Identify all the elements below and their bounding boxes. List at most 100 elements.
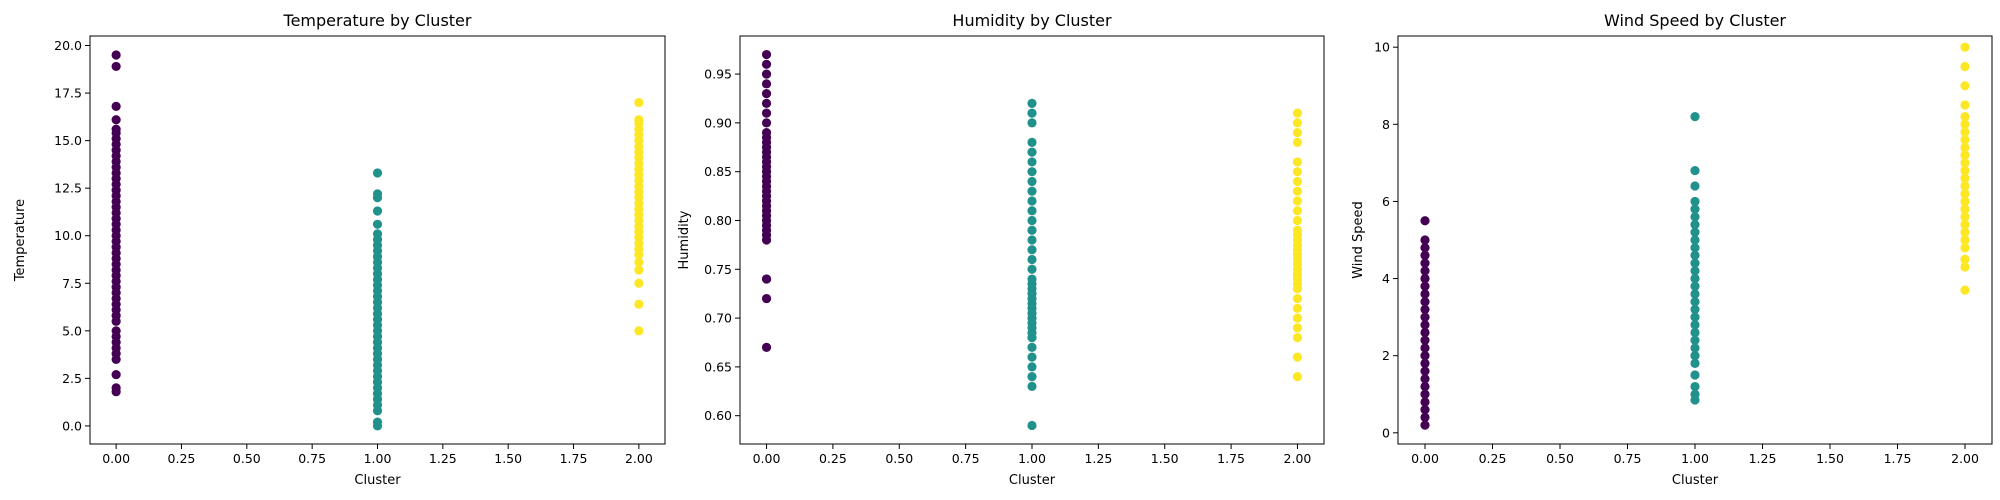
data-point [111, 383, 121, 393]
data-point [1027, 245, 1037, 255]
x-tick-label: 0.50 [885, 451, 913, 466]
x-tick-label: 1.25 [429, 451, 457, 466]
data-point [372, 219, 383, 229]
data-point [1690, 297, 1700, 307]
data-point [1420, 235, 1430, 245]
data-point [1420, 343, 1430, 353]
y-axis-label: Wind Speed [1351, 201, 1366, 279]
data-point [1690, 111, 1700, 122]
data-point [1027, 264, 1037, 274]
x-tick-label: 1.00 [1681, 451, 1709, 466]
data-point [1960, 111, 1970, 122]
x-tick-label: 0.50 [1546, 451, 1574, 466]
data-point [1420, 366, 1430, 376]
data-point [634, 97, 644, 108]
data-point [761, 98, 772, 108]
data-point [1292, 333, 1303, 343]
data-point [1420, 412, 1430, 422]
chart-panel-temperature: Temperature by Cluster Cluster Temperatu… [13, 11, 666, 488]
data-point [1690, 212, 1700, 222]
data-point [1027, 147, 1037, 157]
data-point [1690, 165, 1700, 176]
data-point [1960, 150, 1970, 160]
data-point [634, 326, 644, 336]
x-tick-label: 0.25 [168, 451, 196, 466]
x-tick-label: 1.00 [364, 451, 392, 466]
data-point [1420, 266, 1430, 276]
y-tick-label: 0.60 [704, 408, 732, 423]
data-point [1420, 320, 1430, 330]
y-tick-label: 0.65 [704, 359, 732, 374]
data-point [1960, 262, 1970, 272]
x-tick-label: 1.75 [1884, 451, 1912, 466]
data-point [372, 189, 383, 199]
data-point [1292, 215, 1303, 226]
data-point [634, 299, 644, 309]
data-point [1027, 176, 1037, 187]
data-point [634, 265, 644, 275]
data-point [1027, 215, 1037, 226]
y-tick-label: 12.5 [54, 181, 82, 196]
data-point [1420, 335, 1430, 345]
data-point [1027, 352, 1037, 362]
data-point [1960, 219, 1970, 230]
data-point [1420, 250, 1430, 261]
y-tick-label: 6 [1382, 194, 1390, 209]
data-point [1690, 258, 1700, 268]
data-point [634, 257, 644, 267]
data-point [1292, 206, 1303, 216]
y-tick-label: 10 [1374, 40, 1390, 55]
x-tick-label: 0.75 [298, 451, 326, 466]
y-axis-label: Temperature [13, 199, 28, 282]
x-tick-label: 2.00 [1284, 451, 1312, 466]
data-point [1960, 204, 1970, 214]
data-point [1420, 351, 1430, 361]
data-point [1960, 235, 1970, 245]
x-axis-label: Cluster [354, 473, 401, 488]
data-point [1292, 352, 1303, 362]
data-point [1292, 313, 1303, 323]
data-point [1420, 289, 1430, 299]
y-axis-label: Humidity [677, 210, 692, 269]
data-point [1292, 137, 1303, 147]
data-point [1420, 216, 1430, 226]
data-point [1027, 225, 1037, 235]
data-point [1027, 167, 1037, 177]
data-point [1690, 196, 1700, 207]
data-point [1027, 186, 1037, 196]
data-point [1960, 127, 1970, 137]
data-point [761, 342, 772, 352]
axis-ticks: 0.00 0.25 0.50 0.75 1.00 1.25 1.50 1.75 2.00 0.0 2… [54, 38, 653, 466]
data-point [1027, 108, 1037, 118]
data-point [1292, 323, 1303, 333]
data-point [1420, 304, 1430, 315]
data-point [1690, 343, 1700, 353]
chart-title: Wind Speed by Cluster [1604, 11, 1786, 30]
data-point [1690, 370, 1700, 380]
data-point [1690, 312, 1700, 322]
y-tick-label: 8 [1382, 117, 1390, 132]
y-tick-label: 0 [1382, 425, 1390, 440]
x-tick-label: 0.25 [1479, 451, 1507, 466]
data-point [1292, 157, 1303, 167]
x-tick-label: 0.00 [1411, 451, 1439, 466]
data-point [1027, 420, 1037, 431]
data-point [634, 278, 644, 288]
data-point [1027, 196, 1037, 206]
data-point [1960, 119, 1970, 129]
data-point [1960, 189, 1970, 199]
y-tick-label: 2.5 [62, 371, 82, 386]
data-point [1420, 405, 1430, 415]
plot-frame [89, 35, 666, 445]
y-tick-label: 0.80 [704, 213, 732, 228]
data-point [1690, 235, 1700, 245]
y-tick-label: 2 [1382, 348, 1390, 363]
data-point [761, 59, 772, 69]
data-point [1690, 381, 1700, 392]
data-point [1292, 196, 1303, 206]
data-point [111, 326, 121, 336]
data-point [1292, 186, 1303, 196]
data-point [1690, 358, 1700, 369]
x-tick-label: 1.50 [1816, 451, 1844, 466]
